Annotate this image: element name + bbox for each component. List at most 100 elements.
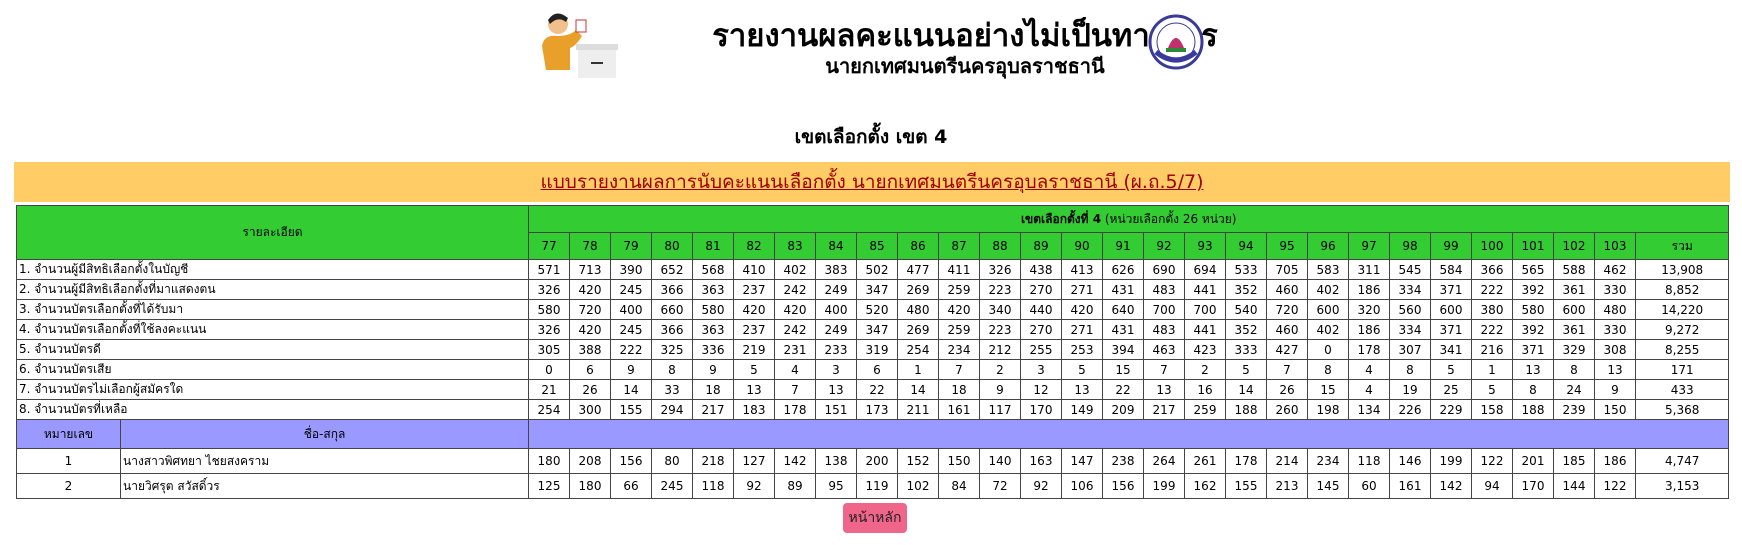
cell-value: 178 [1225,448,1267,474]
unit-header: 97 [1348,232,1390,260]
candidate-row: 2 นายวิศรุต สวัสดิ์วร 125 180 66 245 118 92 89 95… [16,473,1730,499]
cell-value: 118 [692,473,734,499]
cell-value: 9 [610,359,652,380]
cell-value: 371 [1512,339,1554,360]
cell-value: 294 [651,399,693,420]
cell-value: 201 [1512,448,1554,474]
cell-value: 106 [1061,473,1103,499]
cell-value: 720 [1266,299,1308,320]
cell-value: 146 [1389,448,1431,474]
cell-value: 420 [733,299,775,320]
cell-value: 223 [979,279,1021,300]
unit-header: 80 [651,232,693,260]
cell-value: 142 [774,448,816,474]
cell-value: 134 [1348,399,1390,420]
cell-value: 239 [1553,399,1595,420]
cell-value: 483 [1143,319,1185,340]
cell-value: 390 [610,259,652,280]
cell-total: 171 [1634,359,1730,380]
unit-header: 88 [979,232,1021,260]
unit-header: 102 [1553,232,1595,260]
cell-value: 149 [1061,399,1103,420]
cell-value: 173 [856,399,898,420]
cell-value: 652 [651,259,693,280]
zone-header: เขตเลือกตั้งที่ 4 (หน่วยเลือกตั้ง 26 หน่… [527,205,1730,233]
cell-value: 13 [1512,359,1554,380]
cell-value: 254 [528,399,570,420]
cell-value: 222 [1471,279,1513,300]
cell-value: 300 [569,399,611,420]
home-button[interactable]: หน้าหลัก [843,503,907,533]
cell-value: 0 [528,359,570,380]
cell-value: 94 [1471,473,1513,499]
cell-value: 270 [1020,279,1062,300]
cell-value: 8 [651,359,693,380]
unit-header: 85 [856,232,898,260]
cell-value: 580 [1512,299,1554,320]
cell-value: 334 [1389,279,1431,300]
cell-value: 119 [856,473,898,499]
cell-value: 180 [528,448,570,474]
cell-value: 402 [1307,279,1349,300]
cell-value: 188 [1512,399,1554,420]
cell-value: 319 [856,339,898,360]
number-header: หมายเลข [16,419,121,449]
report-link[interactable]: แบบรายงานผลการนับคะแนนเลือกตั้ง นายกเทศม… [540,171,1204,193]
row-label: 8. จำนวนบัตรที่เหลือ [16,399,529,420]
cell-value: 483 [1143,279,1185,300]
cell-value: 170 [1020,399,1062,420]
cell-value: 480 [897,299,939,320]
unit-header: 100 [1471,232,1513,260]
cell-value: 441 [1184,319,1226,340]
cell-value: 186 [1348,279,1390,300]
unit-header: 83 [774,232,816,260]
cell-value: 162 [1184,473,1226,499]
cell-value: 127 [733,448,775,474]
candidate-header-blank [527,419,1730,449]
cell-value: 66 [610,473,652,499]
cell-value: 705 [1266,259,1308,280]
cell-total: 8,255 [1634,339,1730,360]
cell-value: 186 [1594,448,1636,474]
cell-value: 234 [1307,448,1349,474]
cell-value: 3 [815,359,857,380]
cell-value: 72 [979,473,1021,499]
cell-value: 217 [1143,399,1185,420]
cell-value: 218 [692,448,734,474]
cell-value: 156 [610,448,652,474]
zone-header-rest: (หน่วยเลือกตั้ง 26 หน่วย) [1101,211,1237,226]
cell-value: 600 [1307,299,1349,320]
cell-value: 163 [1020,448,1062,474]
cell-value: 325 [651,339,693,360]
candidate-number: 1 [16,448,121,474]
cell-value: 223 [979,319,1021,340]
cell-value: 242 [774,279,816,300]
cell-value: 185 [1553,448,1595,474]
cell-value: 477 [897,259,939,280]
cell-value: 5 [1061,359,1103,380]
cell-value: 568 [692,259,734,280]
cell-value: 213 [1266,473,1308,499]
cell-value: 15 [1102,359,1144,380]
cell-value: 13 [733,379,775,400]
cell-value: 117 [979,399,1021,420]
cell-value: 259 [1184,399,1226,420]
unit-header: 81 [692,232,734,260]
row-label: 7. จำนวนบัตรไม่เลือกผู้สมัครใด [16,379,529,400]
cell-value: 440 [1020,299,1062,320]
voter-ballot-box-icon [536,10,626,82]
cell-value: 125 [528,473,570,499]
cell-value: 334 [1389,319,1431,340]
cell-value: 2 [979,359,1021,380]
cell-value: 118 [1348,448,1390,474]
cell-value: 308 [1594,339,1636,360]
cell-value: 366 [1471,259,1513,280]
unit-header: 77 [528,232,570,260]
cell-value: 462 [1594,259,1636,280]
cell-value: 363 [692,279,734,300]
cell-value: 420 [569,319,611,340]
cell-value: 152 [897,448,939,474]
candidate-number: 2 [16,473,121,499]
unit-header: 91 [1102,232,1144,260]
cell-value: 392 [1512,279,1554,300]
